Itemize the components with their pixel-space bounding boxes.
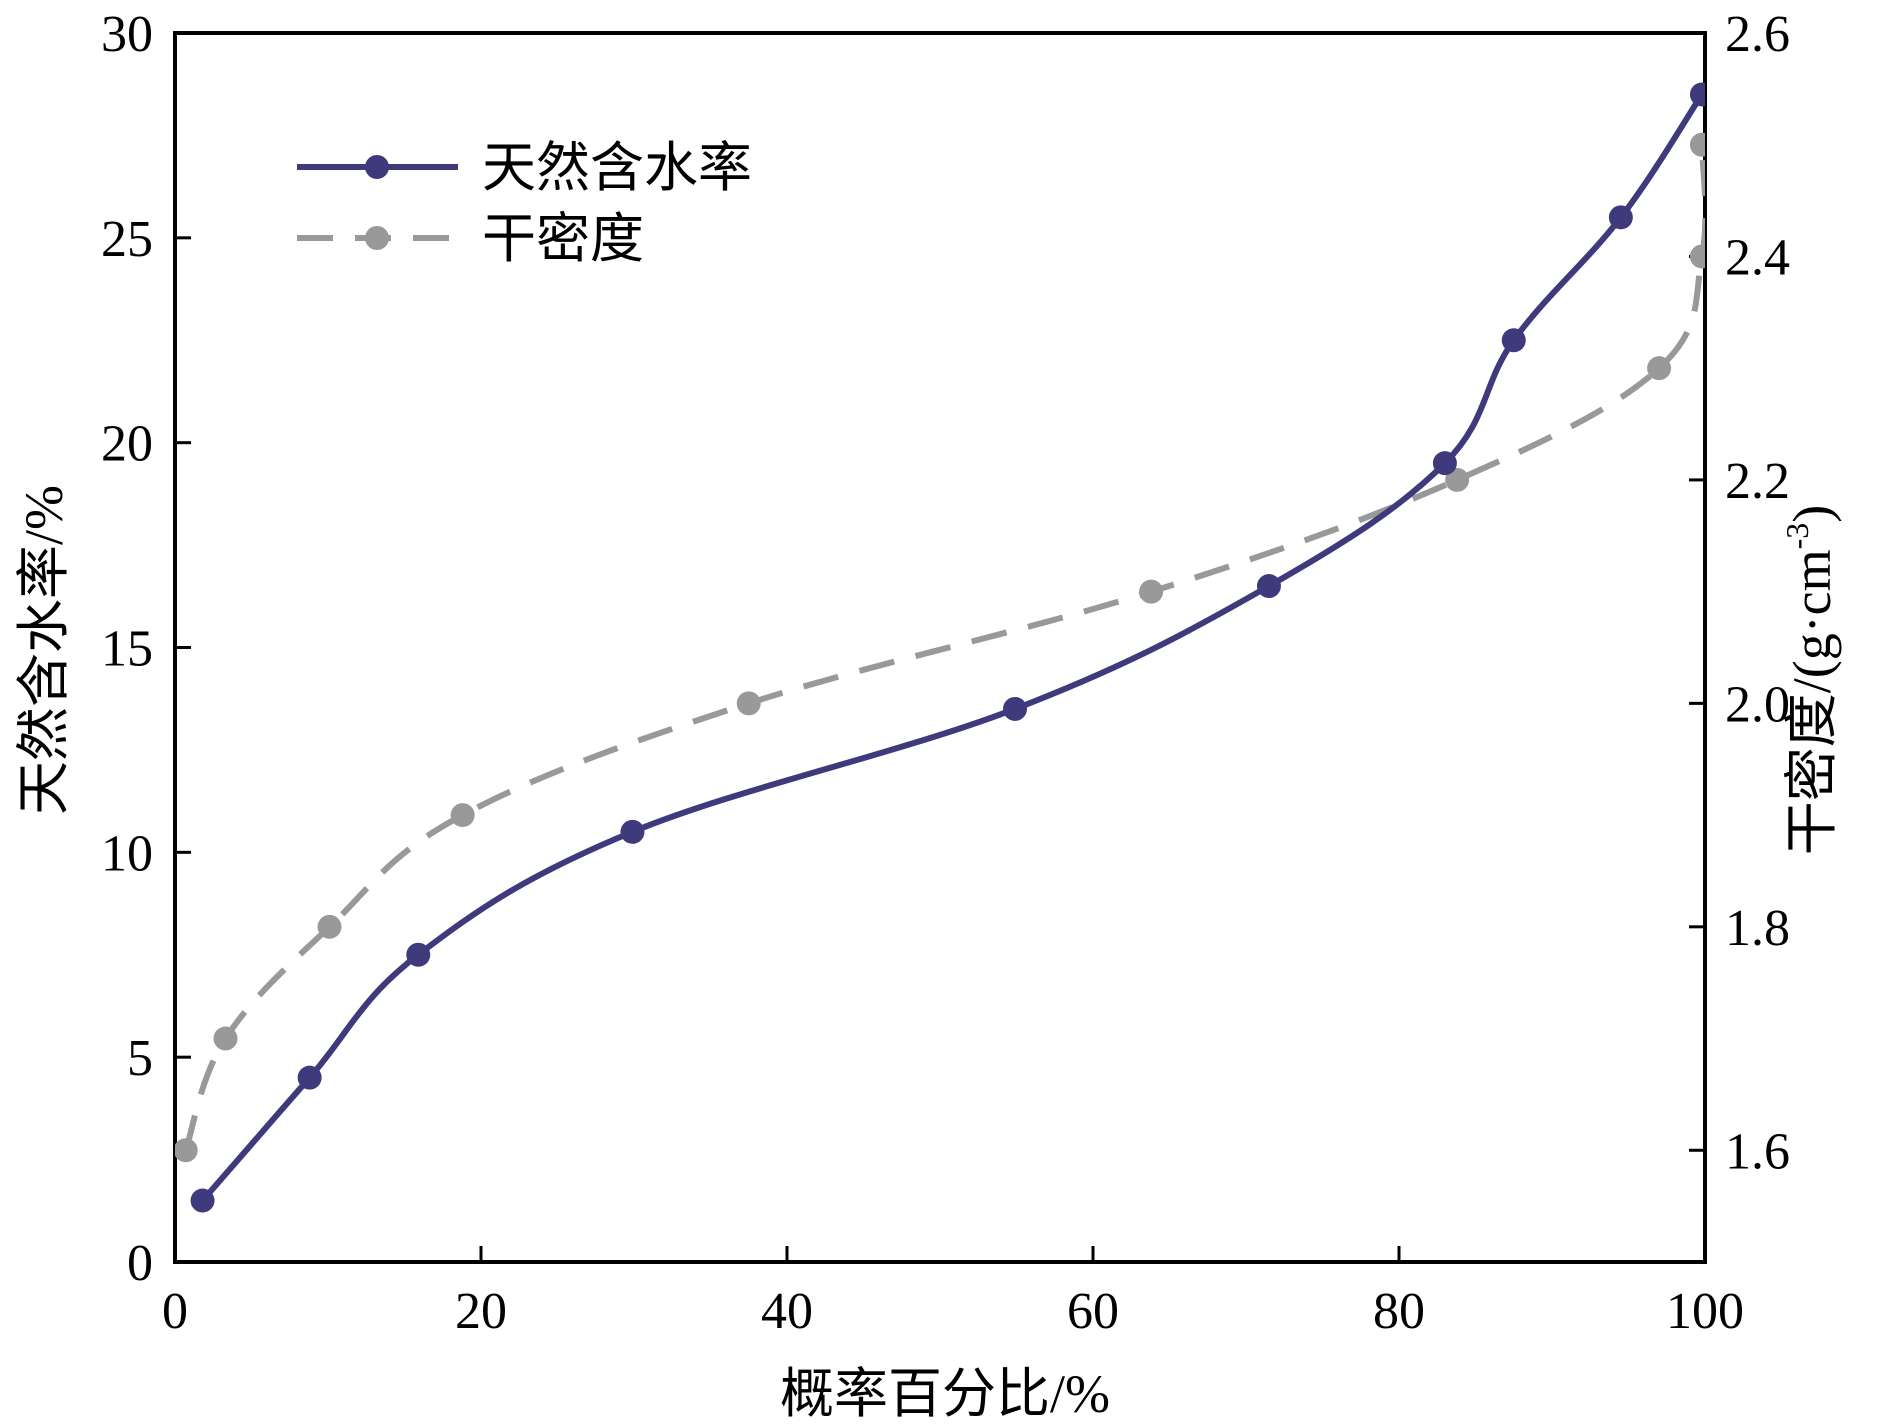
data-point-moisture bbox=[1256, 574, 1281, 599]
series-line-moisture bbox=[199, 91, 1705, 1204]
series-line-density bbox=[182, 144, 1705, 1152]
legend-label-moisture: 天然含水率 bbox=[482, 138, 752, 198]
data-point-density bbox=[1445, 467, 1470, 492]
legend-marker-moisture bbox=[365, 155, 389, 179]
x-tick-label: 0 bbox=[162, 1283, 188, 1340]
y-right-tick-label: 1.6 bbox=[1725, 1123, 1790, 1180]
y-axis-left-label: 天然含水率/% bbox=[14, 485, 74, 815]
data-point-moisture bbox=[620, 819, 645, 844]
data-point-moisture bbox=[297, 1065, 322, 1090]
data-point-density bbox=[213, 1026, 238, 1051]
legend: 天然含水率 干密度 bbox=[297, 138, 752, 269]
series-density bbox=[175, 132, 1705, 1163]
y-axis-right-label-sup: -3 bbox=[1779, 523, 1815, 550]
series-layer bbox=[175, 82, 1705, 1213]
data-point-density bbox=[736, 691, 761, 716]
y-left-tick-label: 10 bbox=[101, 825, 153, 882]
data-point-density bbox=[1647, 356, 1672, 381]
legend-marker-density bbox=[365, 226, 389, 250]
legend-item-density: 干密度 bbox=[297, 209, 644, 269]
data-point-moisture bbox=[1002, 696, 1027, 721]
y-right-tick-label: 2.4 bbox=[1725, 229, 1790, 286]
y-axis-right-label: 干密度/(g·cm-3) bbox=[1779, 505, 1842, 856]
x-tick-label: 20 bbox=[455, 1283, 507, 1340]
data-point-density bbox=[175, 1138, 198, 1163]
y-axis-right-label-main: 干密度/(g·cm bbox=[1782, 549, 1842, 855]
x-tick-label: 100 bbox=[1666, 1283, 1744, 1340]
y-left-tick-label: 20 bbox=[101, 416, 153, 473]
tick-labels: 0 20 40 60 80 100 0 5 10 15 20 25 30 1.6 1.8 2.0 2.2 2.4 2… bbox=[101, 6, 1790, 1340]
data-point-moisture bbox=[1608, 205, 1633, 230]
y-right-tick-label: 1.8 bbox=[1725, 900, 1790, 957]
y-left-tick-label: 5 bbox=[127, 1030, 153, 1087]
series-moisture bbox=[190, 82, 1705, 1213]
legend-label-density: 干密度 bbox=[482, 209, 644, 269]
data-point-density bbox=[450, 803, 475, 828]
y-left-tick-label: 0 bbox=[127, 1235, 153, 1292]
data-point-density bbox=[1139, 579, 1164, 604]
y-right-tick-label: 2.2 bbox=[1725, 453, 1790, 510]
data-point-moisture bbox=[406, 942, 431, 967]
y-right-tick-label: 2.6 bbox=[1725, 6, 1790, 63]
y-axis-right-label-close: ) bbox=[1782, 505, 1842, 523]
data-point-moisture bbox=[1689, 82, 1705, 107]
legend-item-moisture: 天然含水率 bbox=[297, 138, 752, 198]
data-point-moisture bbox=[1501, 328, 1526, 353]
data-point-density bbox=[1689, 244, 1705, 269]
x-tick-label: 60 bbox=[1067, 1283, 1119, 1340]
x-tick-label: 40 bbox=[761, 1283, 813, 1340]
data-point-density bbox=[317, 914, 342, 939]
x-tick-label: 80 bbox=[1373, 1283, 1425, 1340]
y-left-tick-label: 30 bbox=[101, 6, 153, 63]
y-right-tick-label: 2.0 bbox=[1725, 676, 1790, 733]
axis-ticks bbox=[173, 31, 1707, 1264]
data-point-moisture bbox=[1432, 451, 1457, 476]
data-point-density bbox=[1689, 132, 1705, 157]
x-axis-label: 概率百分比/% bbox=[780, 1364, 1110, 1424]
y-left-tick-label: 25 bbox=[101, 211, 153, 268]
data-point-moisture bbox=[190, 1188, 215, 1213]
y-left-tick-label: 15 bbox=[101, 621, 153, 678]
